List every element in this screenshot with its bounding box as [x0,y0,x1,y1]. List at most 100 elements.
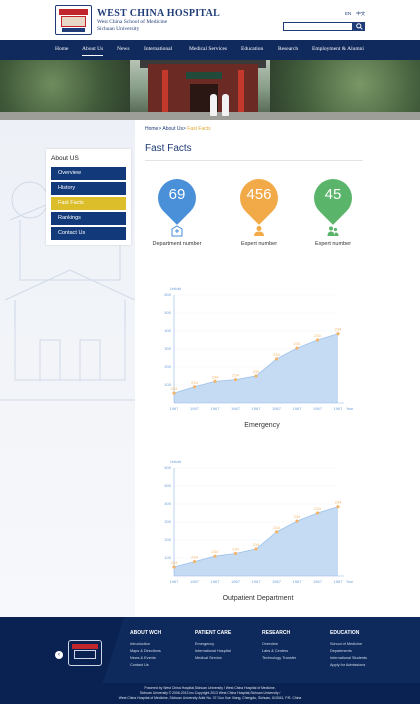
nav-item-employment-alumni[interactable]: Employment & Alumni [312,46,364,52]
team-icon [327,226,339,236]
y-tick-label: 300 [164,519,171,524]
x-tick-label: 1967 [293,406,303,411]
footer-link[interactable]: Medical Service [195,656,222,660]
title-divider [145,160,363,161]
chart-outpatient: Unit/alt 100 200 300 400 500 600 234 1967 234 1967… [160,458,360,595]
y-tick-label: 400 [164,501,171,506]
breadcrumb-separator: > [158,126,162,132]
nav-item-news[interactable]: News [117,46,130,52]
data-label: 234 [314,506,321,511]
footer-column-about: ABOUT WCH Introduction Maps & Directions… [130,630,161,669]
footer-link[interactable]: Introduction [130,642,150,646]
search-input[interactable] [283,22,353,31]
breadcrumb-about[interactable]: About Us [162,126,183,132]
hospital-logo-icon[interactable] [55,5,92,35]
data-label: 234 [253,369,260,374]
footer-link[interactable]: Technology Transfer [262,656,297,660]
data-point [172,565,176,569]
nav-item-education[interactable]: Education [241,46,264,52]
y-tick-label: 600 [164,292,171,297]
site-header: WEST CHINA HOSPITAL West China School of… [0,0,420,40]
footer-heading: ABOUT WCH [130,630,162,636]
nav-item-medical-services[interactable]: Medical Services [189,46,228,52]
x-tick-label: 1967 [272,406,282,411]
footer-link[interactable]: International Hospital [195,649,231,653]
stat-value-department: 69 [168,186,186,203]
nav-item-international[interactable]: International [144,46,173,52]
lang-en-link[interactable]: EN [345,11,352,16]
footer-link[interactable]: Contact Us [130,663,149,667]
sidebar: About US Overview History Fast Facts Ran… [46,149,131,245]
hospital-icon [171,225,183,237]
search-button[interactable] [353,22,365,31]
data-label: 234 [335,327,342,332]
footer-link[interactable]: School of Medicine [330,642,363,646]
y-tick-label: 300 [164,346,171,351]
data-point [233,378,238,382]
data-label: 234 [294,341,301,346]
data-point [295,346,299,350]
footer-link[interactable]: Departments [330,649,352,653]
search-icon [356,23,363,30]
y-tick-label: 200 [164,364,171,369]
stat-value-expert: 456 [246,186,272,203]
sidebar-item-rankings[interactable]: Rankings [51,212,126,225]
sidebar-item-overview[interactable]: Overview [51,167,126,180]
data-point [274,357,279,361]
y-tick-label: 400 [164,328,171,333]
footer-link[interactable]: Maps & Directions [130,649,161,653]
data-point [213,379,217,383]
data-label: 234 [212,549,219,554]
lang-cn-link[interactable]: 中文 [356,11,366,16]
chart-emergency-title: Emergency [244,422,280,429]
data-label: 234 [232,373,239,378]
sidebar-item-fast-facts[interactable]: Fast Facts [51,197,126,210]
footer-link[interactable]: International Students [330,656,367,660]
data-label: 234 [191,380,198,385]
arrow-left-icon[interactable]: ‹ [55,651,63,659]
footer-heading: PATIENT CARE [195,630,232,636]
y-tick-label: 500 [164,310,171,315]
x-axis-label: Year [346,580,354,584]
nav-item-research[interactable]: Research [278,46,299,52]
footer-link[interactable]: Labs & Centers [262,649,289,653]
breadcrumb-home[interactable]: Home [145,126,159,132]
footer-link[interactable]: Overview [262,642,278,646]
x-tick-label: 1967 [252,406,262,411]
data-label: 234 [273,352,280,357]
footer-column-research: RESEARCH Overview Labs & Centers Technol… [262,630,296,662]
nav-item-home[interactable]: Home [55,46,69,52]
data-point [233,551,238,556]
x-tick-label: 1967 [313,579,323,584]
data-label: 234 [212,374,219,379]
footer-logo-icon[interactable] [68,640,102,666]
copyright: Powered by West China Hospital,Sichuan U… [0,683,420,704]
nav-item-about-us[interactable]: About Us [82,46,104,56]
stat-value-expert-2: 45 [324,186,342,203]
footer-link[interactable]: Emergency [195,642,215,646]
x-tick-label: 1967 [272,579,282,584]
data-label: 234 [171,560,178,565]
chart-emergency: Unit/alt 100 200 300 400 500 600 234 1967 234 1967… [160,285,360,422]
footer-link[interactable]: Apply for Admissions [330,663,366,667]
x-tick-label: 1967 [231,406,241,411]
x-tick-label: 1967 [211,406,221,411]
logo-text[interactable]: WEST CHINA HOSPITAL West China School of… [97,8,220,33]
x-tick-label: 1967 [211,579,221,584]
site-subtitle-university: Sichuan University [97,26,140,32]
x-tick-label: 1967 [170,579,180,584]
footer-link[interactable]: News & Events [130,656,156,660]
stat-label-expert-2: Expert number [314,241,352,247]
breadcrumb-separator: > [182,126,186,132]
data-label: 234 [314,333,321,338]
page-title: Fast Facts [145,143,192,154]
y-tick-label: 100 [164,555,171,560]
data-point [172,391,176,395]
x-tick-label: 1967 [334,406,344,411]
data-point [192,560,197,564]
sidebar-item-contact-us[interactable]: Contact Us [51,227,126,240]
sidebar-item-history[interactable]: History [51,182,126,195]
data-point [336,505,340,509]
y-tick-label: 200 [164,537,171,542]
chart-outpatient-title: Outpatient Department [222,595,294,602]
